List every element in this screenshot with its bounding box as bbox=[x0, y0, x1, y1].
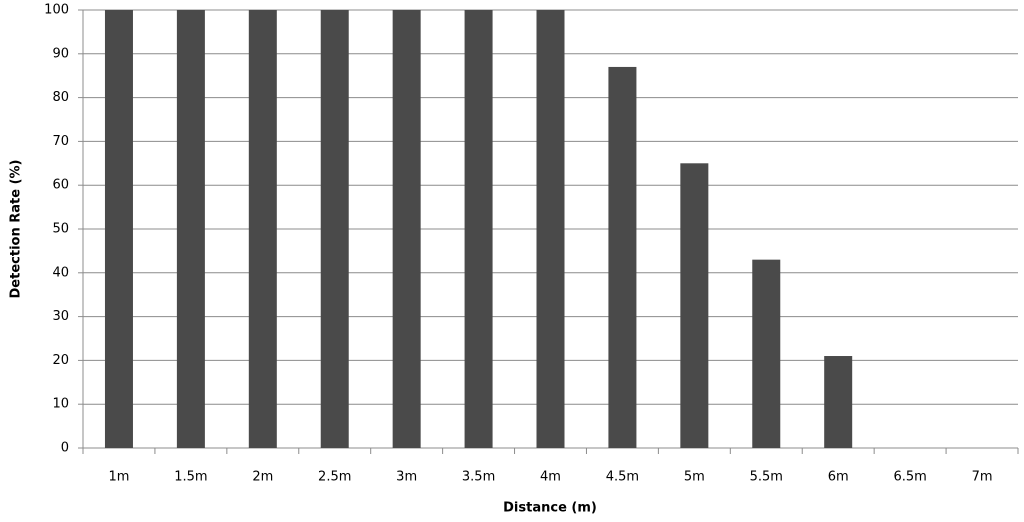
bar bbox=[176, 10, 205, 448]
bar bbox=[320, 10, 349, 448]
x-axis-title: Distance (m) bbox=[503, 501, 597, 516]
x-tick-label: 2.5m bbox=[318, 470, 351, 485]
x-tick-label: 2m bbox=[252, 470, 273, 485]
x-tick-label: 3.5m bbox=[462, 470, 495, 485]
y-tick-label: 100 bbox=[44, 3, 69, 18]
y-tick-label: 0 bbox=[61, 441, 69, 456]
bar bbox=[608, 66, 637, 448]
x-tick-label: 3m bbox=[396, 470, 417, 485]
bar bbox=[680, 163, 709, 449]
bar bbox=[752, 259, 781, 448]
x-tick-label: 6.5m bbox=[893, 470, 926, 485]
y-tick-label: 30 bbox=[52, 309, 69, 324]
y-tick-label: 40 bbox=[52, 265, 69, 280]
x-tick-label: 4m bbox=[540, 470, 561, 485]
y-tick-label: 90 bbox=[52, 46, 69, 61]
bar bbox=[104, 10, 133, 448]
bar bbox=[824, 356, 853, 448]
x-tick-label: 5m bbox=[684, 470, 705, 485]
y-tick-label: 50 bbox=[52, 222, 69, 237]
x-tick-label: 1m bbox=[108, 470, 129, 485]
bar bbox=[464, 10, 493, 448]
y-axis-title: Detection Rate (%) bbox=[9, 160, 24, 299]
y-tick-label: 60 bbox=[52, 178, 69, 193]
y-tick-label: 20 bbox=[52, 353, 69, 368]
bar bbox=[536, 10, 565, 448]
y-tick-label: 80 bbox=[52, 90, 69, 105]
x-tick-label: 1.5m bbox=[174, 470, 207, 485]
y-tick-label: 10 bbox=[52, 397, 69, 412]
x-tick-label: 5.5m bbox=[750, 470, 783, 485]
bar bbox=[248, 10, 277, 448]
x-tick-label: 6m bbox=[828, 470, 849, 485]
y-tick-label: 70 bbox=[52, 134, 69, 149]
x-tick-label: 4.5m bbox=[606, 470, 639, 485]
x-tick-label: 7m bbox=[972, 470, 993, 485]
bar bbox=[392, 10, 421, 448]
